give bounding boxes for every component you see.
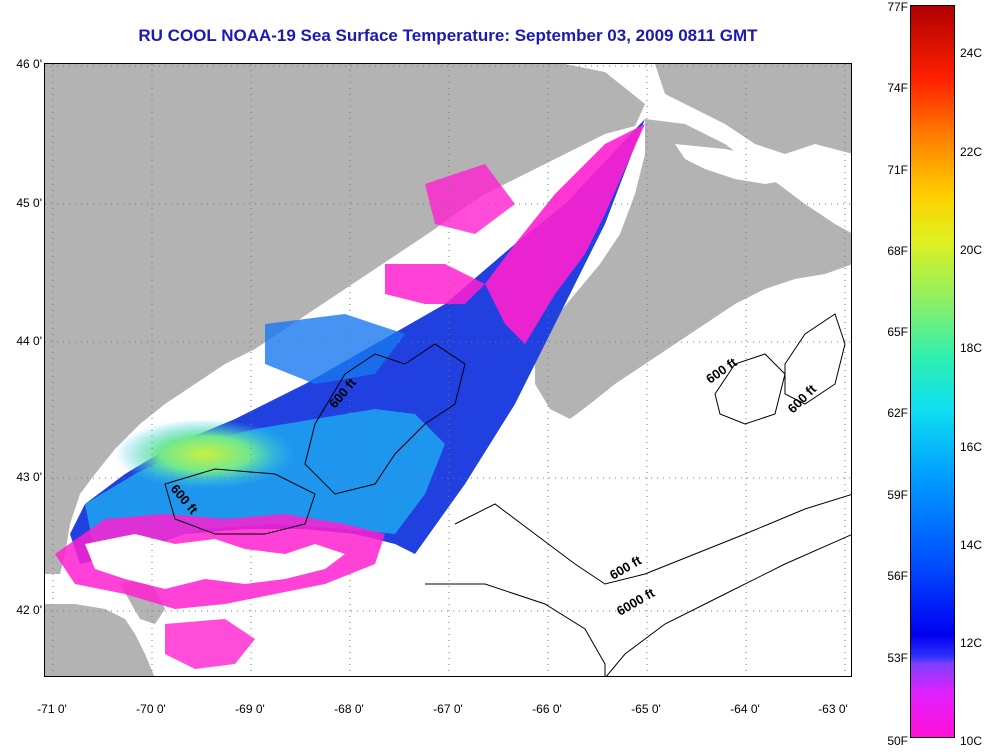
- colorbar-f-62: 62F: [887, 406, 908, 420]
- lat-label-45: 45 0': [16, 196, 42, 210]
- contour-label-600ft-e: 600 ft: [607, 552, 644, 582]
- colorbar-f-68: 68F: [887, 244, 908, 258]
- colorbar-f-77: 77F: [887, 0, 908, 14]
- colorbar-f-74: 74F: [887, 81, 908, 95]
- lon-label-71: -71 0': [37, 702, 67, 716]
- colorbar-c-16: 16C: [960, 440, 983, 454]
- lat-label-43: 43 0': [16, 470, 42, 484]
- colorbar-f-65: 65F: [887, 325, 908, 339]
- colorbar-c-14: 14C: [960, 538, 983, 552]
- colorbar-c-18: 18C: [960, 341, 983, 355]
- lat-label-42: 42 0': [16, 603, 42, 617]
- water-fundy: [675, 144, 805, 184]
- bathymetry-contours: [164, 313, 851, 676]
- temperature-colorbar: [910, 5, 955, 738]
- lon-label-65: -65 0': [631, 702, 661, 716]
- colorbar-c-22: 22C: [960, 145, 983, 159]
- lon-label-67: -67 0': [433, 702, 463, 716]
- land-new-brunswick: [655, 64, 851, 154]
- lon-label-63: -63 0': [818, 702, 848, 716]
- colorbar-c-24: 24C: [960, 46, 983, 60]
- colorbar-f-71: 71F: [887, 163, 908, 177]
- colorbar-c-10: 10C: [960, 734, 983, 748]
- lat-label-44: 44 0': [16, 334, 42, 348]
- land-nova-scotia: [535, 119, 851, 419]
- colorbar-f-59: 59F: [887, 488, 908, 502]
- lon-label-70: -70 0': [136, 702, 166, 716]
- contour-label-6000ft: 6000 ft: [614, 585, 658, 619]
- colorbar-c-12: 12C: [960, 636, 983, 650]
- lat-label-46: 46 0': [16, 57, 42, 71]
- sst-map: 600 ft 600 ft 600 ft 600 ft 600 ft 6000 …: [44, 63, 852, 677]
- lon-label-66: -66 0': [532, 702, 562, 716]
- sst-swath: [55, 119, 645, 669]
- land-cape-cod: [45, 604, 155, 676]
- map-title: RU COOL NOAA-19 Sea Surface Temperature:…: [138, 26, 758, 45]
- colorbar-f-56: 56F: [887, 569, 908, 583]
- graticule: [45, 64, 851, 676]
- lon-label-64: -64 0': [730, 702, 760, 716]
- colorbar-f-50: 50F: [887, 734, 908, 748]
- colorbar-c-20: 20C: [960, 243, 983, 257]
- map-canvas: 600 ft 600 ft 600 ft 600 ft 600 ft 6000 …: [45, 64, 851, 676]
- lon-label-69: -69 0': [235, 702, 265, 716]
- lon-label-68: -68 0': [334, 702, 364, 716]
- land-new-england: [45, 64, 645, 574]
- colorbar-f-53: 53F: [887, 651, 908, 665]
- contour-label-600ft-c: 600 ft: [703, 354, 740, 386]
- contour-label-600ft-d: 600 ft: [785, 381, 820, 416]
